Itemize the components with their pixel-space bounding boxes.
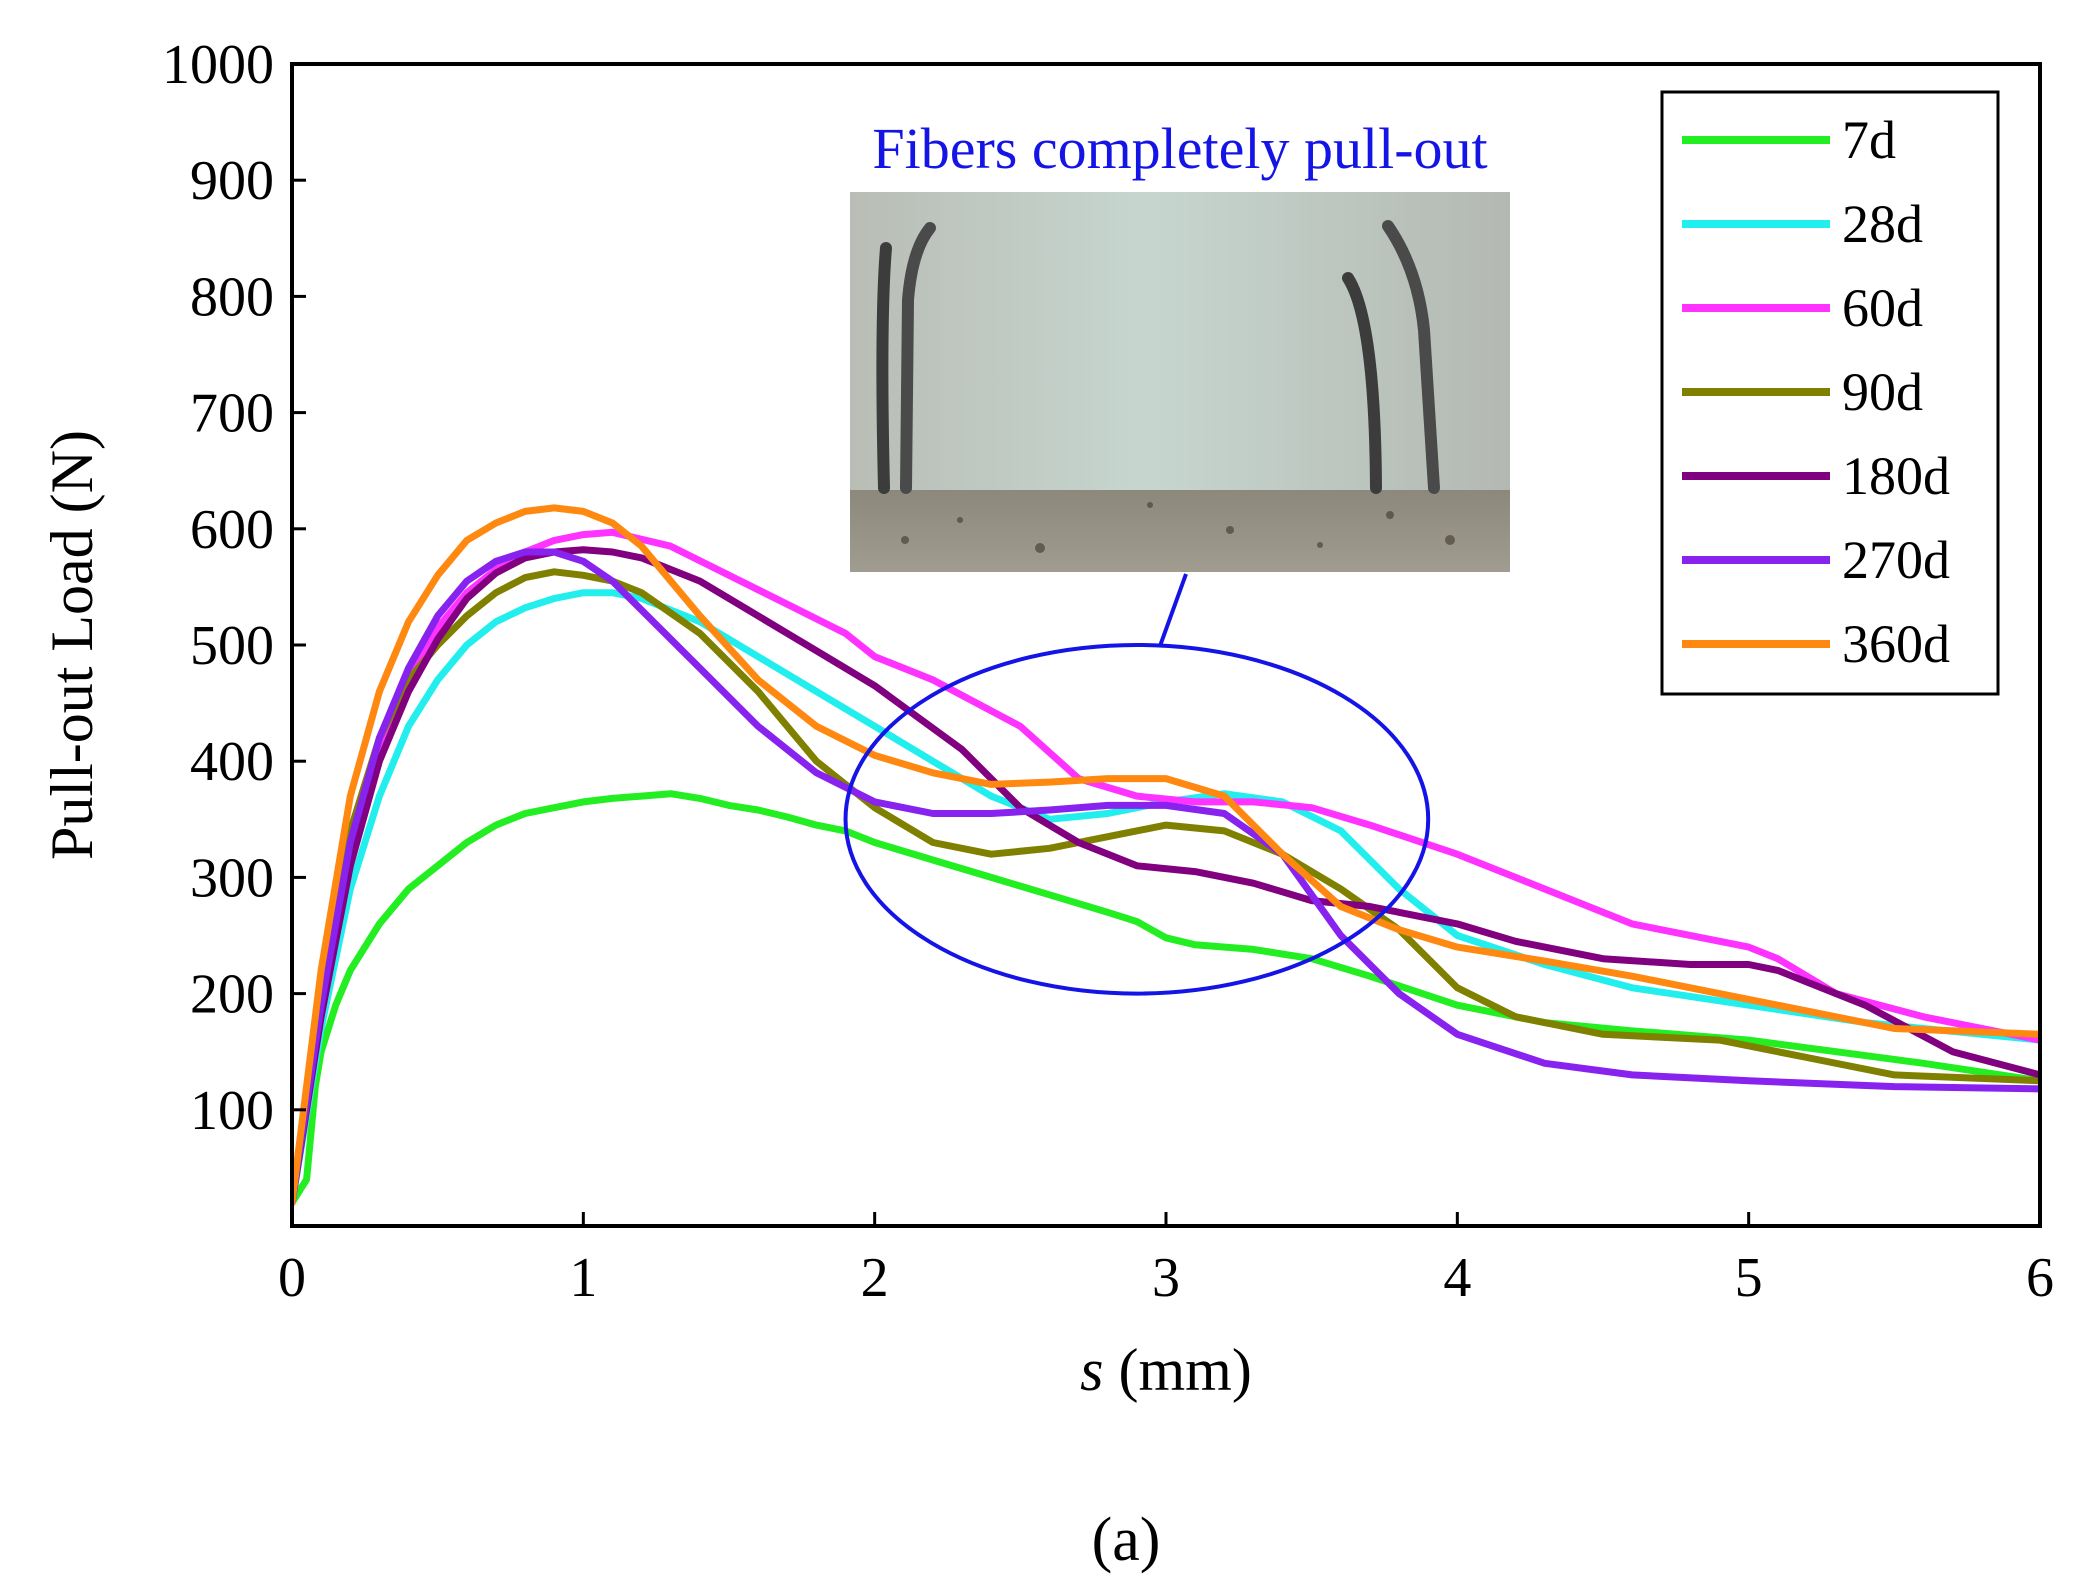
panel-label: (a) [1092,1506,1161,1574]
legend: 7d 28d 60d 90d 180d 270d 360d [1660,90,2000,696]
annotation-ellipse [843,643,1431,996]
series-line-7d [292,790,2040,1207]
y-tick-label: 200 [190,964,274,1026]
legend-label-90d: 90d [1842,362,1923,422]
y-tick-label: 700 [190,383,274,445]
fiber-right-long [1382,220,1440,494]
y-axis-title: Pull-out Load (N) [39,430,105,860]
x-tick-label: 2 [861,1247,889,1309]
x-tick-label: 3 [1152,1247,1180,1309]
y-tick-label: 400 [190,731,274,793]
fiber-right-short [1342,272,1382,494]
series-line-180d [292,546,2040,1207]
x-tick-label: 4 [1443,1247,1471,1309]
x-tick-label: 6 [2026,1247,2054,1309]
y-tick-label: 100 [190,1080,274,1142]
legend-label-60d: 60d [1842,278,1923,338]
x-tick-label: 0 [278,1247,306,1309]
y-tick-label: 500 [190,615,274,677]
x-axis-title: s (mm) [1080,1337,1252,1403]
y-tick-label: 900 [190,150,274,212]
legend-label-360d: 360d [1842,614,1950,674]
legend-label-7d: 7d [1842,110,1896,170]
legend-label-28d: 28d [1842,194,1923,254]
annotation-text: Fibers completely pull-out [872,116,1487,181]
series-line-360d [292,504,2040,1207]
y-tick-label: 1000 [162,34,274,96]
series-line-270d [292,548,2040,1207]
y-tick-label: 300 [190,847,274,909]
series-line-90d [292,568,2040,1207]
x-tick-label: 1 [569,1247,597,1309]
y-tick-label: 600 [190,499,274,561]
fiber-photo-inset [850,192,1510,572]
annotation-leader-line [1158,573,1188,647]
x-tick-label: 5 [1735,1247,1763,1309]
series-line-60d [292,528,2040,1207]
fiber-left-short [876,242,892,494]
y-tick-label: 800 [190,266,274,328]
fiber-left-long [900,222,936,494]
legend-label-270d: 270d [1842,530,1950,590]
legend-label-180d: 180d [1842,446,1950,506]
